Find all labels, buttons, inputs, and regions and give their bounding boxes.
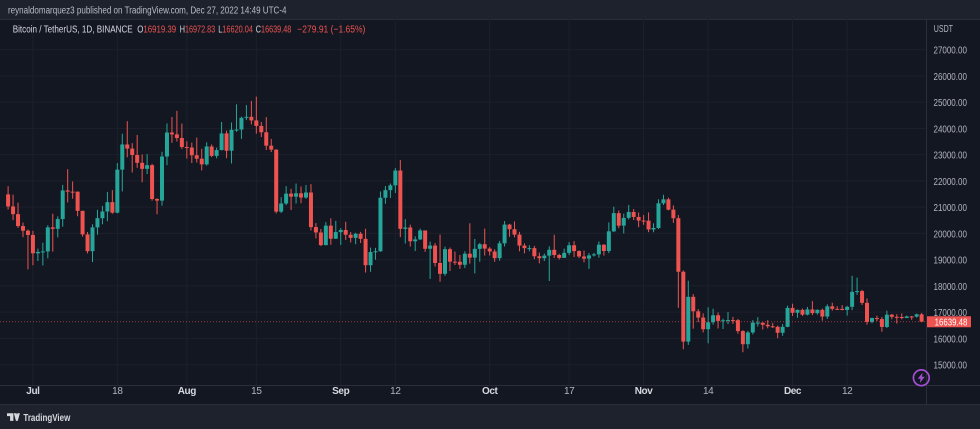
svg-text:20000.00: 20000.00 (934, 229, 968, 240)
svg-text:Oct: Oct (482, 386, 499, 397)
svg-text:21000.00: 21000.00 (934, 203, 968, 214)
svg-text:Nov: Nov (635, 386, 654, 397)
svg-text:12: 12 (390, 386, 401, 397)
svg-text:24000.00: 24000.00 (934, 124, 968, 135)
svg-text:Dec: Dec (784, 386, 802, 397)
svg-text:15000.00: 15000.00 (934, 361, 968, 372)
svg-text:H16972.83: H16972.83 (180, 25, 216, 36)
svg-text:15: 15 (251, 386, 262, 397)
svg-text:Bitcoin / TetherUS, 1D, BINANC: Bitcoin / TetherUS, 1D, BINANCE (13, 25, 133, 36)
svg-text:TradingView: TradingView (23, 413, 70, 424)
svg-text:14: 14 (703, 386, 714, 397)
svg-text:26000.00: 26000.00 (934, 72, 968, 83)
svg-text:25000.00: 25000.00 (934, 98, 968, 109)
svg-text:L16620.04: L16620.04 (218, 25, 253, 36)
svg-text:C16639.48: C16639.48 (256, 25, 292, 36)
svg-text:−279.91 (−1.65%): −279.91 (−1.65%) (297, 25, 365, 36)
svg-text:22000.00: 22000.00 (934, 177, 968, 188)
svg-text:27000.00: 27000.00 (934, 46, 968, 57)
svg-text:23000.00: 23000.00 (934, 151, 968, 162)
svg-text:O16919.39: O16919.39 (137, 25, 176, 36)
svg-text:16000.00: 16000.00 (934, 334, 968, 345)
svg-text:USDT: USDT (934, 24, 953, 35)
svg-text:17000.00: 17000.00 (934, 308, 968, 319)
svg-text:reynaldomarquez3 published on: reynaldomarquez3 published on TradingVie… (8, 6, 287, 17)
svg-text:12: 12 (842, 386, 853, 397)
svg-text:18: 18 (112, 386, 123, 397)
svg-text:19000.00: 19000.00 (934, 256, 968, 267)
svg-text:16639.48: 16639.48 (935, 318, 968, 329)
svg-text:Sep: Sep (332, 386, 349, 397)
svg-text:Jul: Jul (26, 386, 40, 397)
svg-text:17: 17 (564, 386, 575, 397)
svg-text:18000.00: 18000.00 (934, 282, 968, 293)
svg-text:Aug: Aug (178, 386, 197, 397)
